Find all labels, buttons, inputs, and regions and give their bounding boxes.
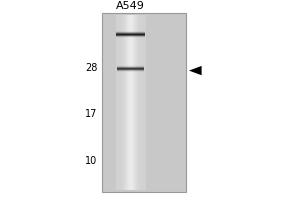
Bar [117, 68, 144, 69]
Bar [136, 15, 137, 190]
Bar [116, 34, 145, 35]
Bar [136, 15, 137, 190]
Bar [137, 15, 138, 190]
Bar [116, 36, 145, 37]
Bar [140, 15, 141, 190]
Bar [141, 15, 142, 190]
Bar [117, 15, 118, 190]
Bar [117, 69, 144, 70]
Bar [119, 15, 120, 190]
Bar [117, 67, 144, 68]
Bar [121, 15, 122, 190]
Bar [135, 15, 136, 190]
Bar [116, 37, 145, 38]
Bar [145, 15, 146, 190]
Bar [116, 32, 145, 33]
Bar [127, 15, 128, 190]
Bar [128, 15, 129, 190]
Bar [117, 70, 144, 71]
Polygon shape [189, 66, 202, 75]
Bar [102, 13, 186, 192]
Bar [117, 65, 144, 66]
Bar [124, 15, 125, 190]
Bar [125, 15, 126, 190]
Bar [142, 15, 143, 190]
Bar [116, 33, 145, 34]
Text: 28: 28 [85, 63, 98, 73]
Bar [117, 72, 144, 73]
Bar [144, 15, 145, 190]
Text: 10: 10 [85, 156, 98, 166]
Bar [129, 15, 130, 190]
Bar [133, 15, 134, 190]
Bar [134, 15, 135, 190]
Text: 17: 17 [85, 109, 98, 119]
Bar [117, 66, 144, 67]
Bar [138, 15, 139, 190]
Bar [143, 15, 144, 190]
Bar [139, 15, 140, 190]
Bar [116, 35, 145, 36]
Bar [120, 15, 121, 190]
Bar [116, 31, 145, 32]
Bar [130, 15, 131, 190]
Bar [118, 15, 119, 190]
Bar [131, 15, 132, 190]
Bar [122, 15, 123, 190]
Text: A549: A549 [116, 1, 145, 11]
Bar [117, 71, 144, 72]
Bar [132, 15, 133, 190]
